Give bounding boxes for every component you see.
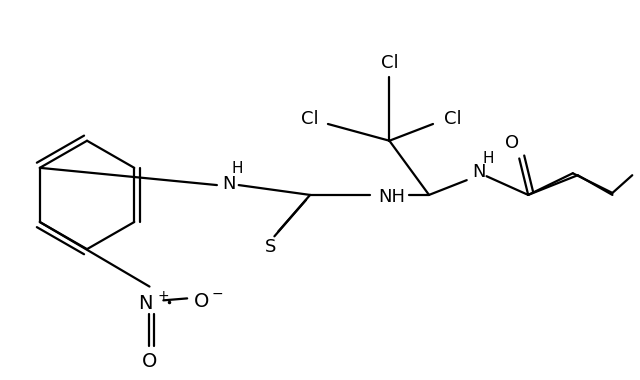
Text: N: N: [222, 175, 236, 193]
Text: Cl: Cl: [301, 110, 319, 128]
Text: O: O: [142, 352, 157, 371]
Text: Cl: Cl: [444, 110, 461, 128]
Text: H: H: [483, 151, 494, 166]
Text: H: H: [232, 161, 243, 176]
Text: NH: NH: [378, 188, 405, 206]
Text: O: O: [195, 292, 210, 311]
Text: N: N: [472, 163, 485, 181]
Text: N: N: [138, 294, 153, 313]
Text: O: O: [505, 134, 520, 152]
Text: −: −: [211, 287, 223, 301]
Text: +: +: [157, 290, 169, 303]
Text: S: S: [265, 238, 276, 256]
Text: Cl: Cl: [381, 54, 398, 72]
